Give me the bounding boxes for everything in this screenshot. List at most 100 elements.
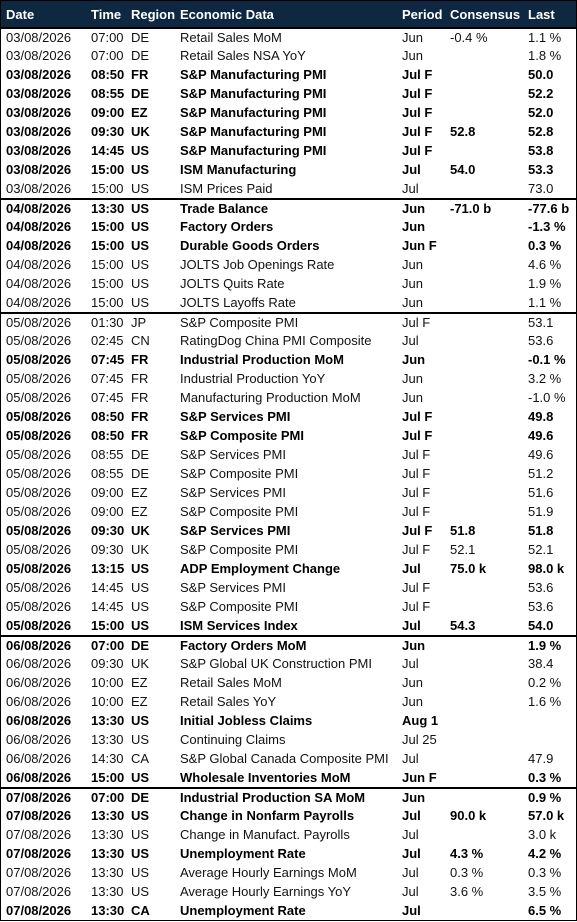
table-cell: 0.3 % xyxy=(528,238,562,253)
table-row: 05/08/2026 08:55 DE S&P Services PMI Jul F 49… xyxy=(1,445,576,464)
table-row: 05/08/2026 09:00 EZ S&P Composite PMI Jul F 5… xyxy=(1,502,576,521)
table-cell: Industrial Production MoM xyxy=(180,352,344,367)
table-cell: 1.1 % xyxy=(528,295,562,310)
table-cell: US xyxy=(131,276,150,291)
table-cell: DE xyxy=(131,447,150,462)
table-cell: S&P Composite PMI xyxy=(180,504,299,519)
table-cell: US xyxy=(131,162,150,177)
table-row: 07/08/2026 13:30 US Change in Manufact. Pay… xyxy=(1,825,576,844)
table-cell: 09:00 xyxy=(91,105,125,120)
table-cell: 06/08/2026 xyxy=(6,770,72,785)
table-cell: 02:45 xyxy=(91,333,124,348)
table-cell: 47.9 xyxy=(528,751,554,766)
table-cell: 07/08/2026 xyxy=(6,903,72,918)
table-row: 05/08/2026 08:50 FR S&P Services PMI Jul F 49… xyxy=(1,407,576,426)
table-row: 05/08/2026 09:30 UK S&P Composite PMI Jul F 5… xyxy=(1,540,576,559)
table-cell: 15:00 xyxy=(91,276,124,291)
table-cell: Wholesale Inventories MoM xyxy=(180,770,351,785)
table-cell: RatingDog China PMI Composite xyxy=(180,333,372,348)
table-cell: 03/08/2026 xyxy=(6,124,72,139)
table-cell: 07:00 xyxy=(91,638,125,653)
table-cell: US xyxy=(131,713,150,728)
table-cell: 06/08/2026 xyxy=(6,638,72,653)
table-cell: 04/08/2026 xyxy=(6,238,72,253)
table-cell: 51.2 xyxy=(528,466,554,481)
table-cell: 57.0 k xyxy=(528,808,565,823)
table-cell: EZ xyxy=(131,694,148,709)
table-cell: 50.0 xyxy=(528,67,554,82)
table-cell: Jul xyxy=(402,333,419,348)
table-cell: Unemployment Rate xyxy=(180,903,306,918)
table-cell: 49.8 xyxy=(528,409,554,424)
table-cell: EZ xyxy=(131,485,148,500)
table-cell: ISM Manufacturing xyxy=(180,162,297,177)
table-cell: US xyxy=(131,884,150,899)
table-cell: 07:00 xyxy=(91,48,124,63)
table-cell: Aug 1 xyxy=(402,713,439,728)
table-cell: Retail Sales MoM xyxy=(180,675,282,690)
table-cell: S&P Composite PMI xyxy=(180,542,299,557)
table-row: 07/08/2026 13:30 US Average Hourly Earnings… xyxy=(1,863,576,882)
table-cell: 1.6 % xyxy=(528,694,562,709)
table-cell: 05/08/2026 xyxy=(6,371,72,386)
table-cell: 07/08/2026 xyxy=(6,884,72,899)
table-cell: Trade Balance xyxy=(180,201,269,216)
table-row: 04/08/2026 15:00 US JOLTS Quits Rate Jun 1.9 … xyxy=(1,274,576,293)
table-cell: S&P Manufacturing PMI xyxy=(180,86,327,101)
table-cell: 07:45 xyxy=(91,352,125,367)
table-cell: 03/08/2026 xyxy=(6,86,72,101)
table-cell: Jul F xyxy=(402,447,431,462)
table-cell: Jul xyxy=(402,903,421,918)
table-cell: S&P Composite PMI xyxy=(180,599,299,614)
table-cell: 52.8 xyxy=(450,124,476,139)
table-cell: 03/08/2026 xyxy=(6,67,72,82)
table-cell: 05/08/2026 xyxy=(6,333,72,348)
table-cell: 14:45 xyxy=(91,580,124,595)
table-cell: 07:45 xyxy=(91,390,124,405)
table-cell: CN xyxy=(131,333,150,348)
table-cell: 07/08/2026 xyxy=(6,808,72,823)
table-cell: Manufacturing Production MoM xyxy=(180,390,361,405)
table-cell: 08:50 xyxy=(91,67,125,82)
table-cell: Jul xyxy=(402,656,419,671)
table-cell: JP xyxy=(131,315,147,330)
table-cell: Jul F xyxy=(402,580,431,595)
table-cell: Jul F xyxy=(402,523,433,538)
table-row: 05/08/2026 09:30 UK S&P Services PMI Jul F 51… xyxy=(1,521,576,540)
table-cell: FR xyxy=(131,371,149,386)
table-cell: US xyxy=(131,808,150,823)
table-cell: US xyxy=(131,732,150,747)
table-cell: 03/08/2026 xyxy=(6,181,72,196)
table-cell: 54.0 xyxy=(528,618,554,633)
table-cell: 15:00 xyxy=(91,618,125,633)
table-cell: US xyxy=(131,580,150,595)
table-cell: 06/08/2026 xyxy=(6,675,72,690)
table-cell: 05/08/2026 xyxy=(6,428,72,443)
table-cell: Jul xyxy=(402,181,419,196)
table-cell: Jun xyxy=(402,371,423,386)
table-cell: 54.0 xyxy=(450,162,476,177)
table-cell: 09:30 xyxy=(91,124,125,139)
table-cell: 15:00 xyxy=(91,295,124,310)
table-cell: 53.6 xyxy=(528,580,554,595)
table-cell: 73.0 xyxy=(528,181,554,196)
table-cell: Jul F xyxy=(402,466,431,481)
table-cell: 52.8 xyxy=(528,124,554,139)
table-cell: S&P Global UK Construction PMI xyxy=(180,656,372,671)
table-cell: 3.0 k xyxy=(528,827,557,842)
table-row: 05/08/2026 09:00 EZ S&P Services PMI Jul F 51… xyxy=(1,483,576,502)
table-cell: Jun xyxy=(402,30,423,45)
table-cell: 05/08/2026 xyxy=(6,504,72,519)
table-cell: US xyxy=(131,846,150,861)
table-cell: FR xyxy=(131,67,149,82)
header-cell: Date xyxy=(6,6,35,22)
table-cell: Jul F xyxy=(402,504,431,519)
table-cell: 13:30 xyxy=(91,201,125,216)
table-cell: UK xyxy=(131,124,150,139)
table-cell: Jun xyxy=(402,694,423,709)
table-row: 06/08/2026 14:30 CA S&P Global Canada Compo… xyxy=(1,749,576,768)
table-cell: Jul xyxy=(402,808,421,823)
table-cell: Jun xyxy=(402,48,423,63)
table-cell: 15:00 xyxy=(91,162,125,177)
